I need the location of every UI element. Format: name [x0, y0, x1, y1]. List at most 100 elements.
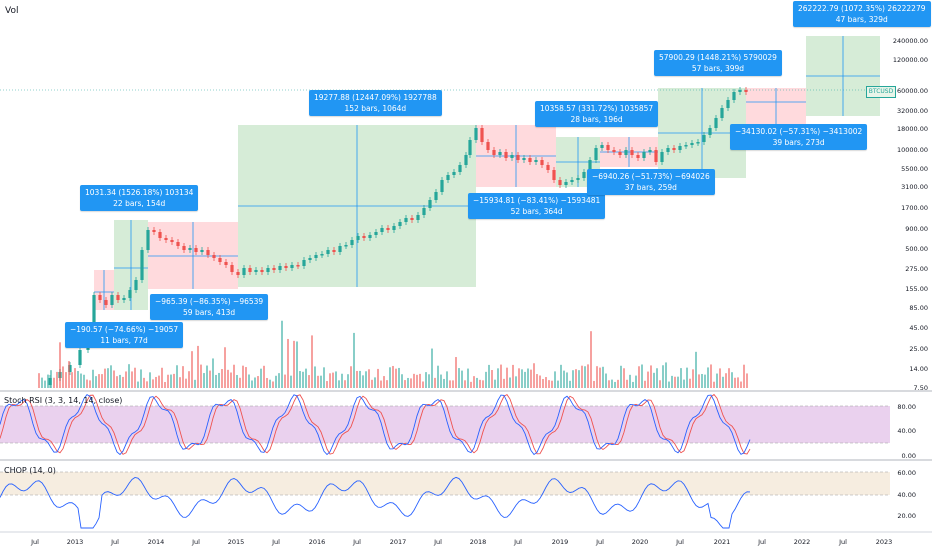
candle-body[interactable] — [594, 148, 598, 160]
candle-body[interactable] — [570, 180, 574, 182]
candle-body[interactable] — [362, 236, 366, 238]
candle-body[interactable] — [708, 128, 712, 135]
candle-body[interactable] — [558, 180, 562, 185]
candle-body[interactable] — [464, 155, 468, 165]
candle-body[interactable] — [104, 300, 108, 305]
candle-body[interactable] — [170, 240, 174, 242]
candle-body[interactable] — [116, 295, 120, 300]
time-axis[interactable]: Jul 2013 Jul 2014 Jul 2015 Jul 2016 Jul 2017 Jul 20… — [30, 538, 892, 546]
candle-body[interactable] — [410, 218, 414, 220]
candle-body[interactable] — [618, 152, 622, 155]
candle-body[interactable] — [404, 218, 408, 222]
candle-body[interactable] — [552, 170, 556, 180]
candle-body[interactable] — [332, 250, 336, 252]
candle-body[interactable] — [92, 295, 96, 330]
candle-body[interactable] — [648, 150, 652, 152]
volume-bars[interactable] — [38, 320, 748, 388]
price-axis[interactable]: 800000.00600000.00440000.00240000.001200… — [893, 1, 928, 392]
candle-body[interactable] — [540, 160, 544, 165]
measure-badge-6[interactable]: 10358.57 (331.72%) 1035857 28 bars, 196d — [535, 101, 659, 127]
price-series[interactable] — [48, 87, 748, 388]
candle-body[interactable] — [624, 150, 628, 155]
candle-body[interactable] — [356, 236, 360, 240]
candle-body[interactable] — [534, 160, 538, 162]
candle-body[interactable] — [480, 128, 484, 142]
candle-body[interactable] — [660, 152, 664, 162]
candle-body[interactable] — [386, 228, 390, 230]
candle-body[interactable] — [314, 255, 318, 258]
measure-badge-8[interactable]: 57900.29 (1448.21%) 5790029 57 bars, 399… — [654, 50, 782, 76]
candle-body[interactable] — [690, 143, 694, 145]
measure-badge-10[interactable]: 262222.79 (1072.35%) 26222279 47 bars, 3… — [793, 1, 931, 27]
candle-body[interactable] — [350, 240, 354, 245]
candle-body[interactable] — [308, 258, 312, 260]
candle-body[interactable] — [440, 180, 444, 192]
candle-body[interactable] — [636, 155, 640, 158]
candle-body[interactable] — [296, 265, 300, 267]
candle-body[interactable] — [492, 150, 496, 155]
candle-body[interactable] — [630, 150, 634, 155]
candle-body[interactable] — [218, 258, 222, 262]
candle-body[interactable] — [564, 182, 568, 185]
candle-body[interactable] — [188, 248, 192, 250]
measure-badge-3[interactable]: −965.39 (−86.35%) −96539 59 bars, 413d — [150, 294, 269, 320]
candle-body[interactable] — [146, 230, 150, 250]
candle-body[interactable] — [600, 145, 604, 148]
candle-body[interactable] — [744, 90, 748, 92]
candle-body[interactable] — [654, 150, 658, 162]
candle-body[interactable] — [302, 260, 306, 266]
measure-badge-9[interactable]: −34130.02 (−57.31%) −3413002 39 bars, 27… — [730, 124, 868, 150]
candle-body[interactable] — [182, 246, 186, 250]
candle-body[interactable] — [684, 145, 688, 147]
candle-body[interactable] — [152, 230, 156, 232]
candle-body[interactable] — [326, 250, 330, 254]
candle-body[interactable] — [726, 100, 730, 108]
candle-body[interactable] — [468, 140, 472, 155]
candle-body[interactable] — [278, 266, 282, 270]
candle-body[interactable] — [272, 268, 276, 270]
measure-badge-4[interactable]: 19277.88 (12447.09%) 1927788 152 bars, 1… — [309, 90, 442, 116]
candle-body[interactable] — [392, 226, 396, 230]
stoch-rsi-label[interactable]: Stoch RSI (3, 3, 14, 14, close) — [4, 396, 123, 405]
candle-body[interactable] — [528, 158, 532, 162]
candle-body[interactable] — [98, 295, 102, 300]
candle-body[interactable] — [612, 150, 616, 152]
candle-body[interactable] — [702, 135, 706, 142]
candle-body[interactable] — [446, 175, 450, 180]
candle-body[interactable] — [254, 270, 258, 272]
candle-body[interactable] — [678, 146, 682, 150]
candle-body[interactable] — [122, 298, 126, 300]
candle-body[interactable] — [642, 152, 646, 158]
candle-body[interactable] — [516, 155, 520, 160]
stoch-lines[interactable] — [0, 393, 751, 456]
candle-body[interactable] — [206, 250, 210, 255]
candle-body[interactable] — [398, 222, 402, 226]
candle-body[interactable] — [176, 242, 180, 246]
stoch-k-line[interactable] — [0, 394, 751, 456]
candle-body[interactable] — [738, 90, 742, 92]
candle-body[interactable] — [212, 255, 216, 258]
measure-badge-2[interactable]: −190.57 (−74.66%) −19057 11 bars, 77d — [65, 322, 184, 348]
candle-body[interactable] — [128, 290, 132, 298]
candle-body[interactable] — [248, 268, 252, 272]
candle-body[interactable] — [78, 350, 82, 365]
candle-body[interactable] — [428, 200, 432, 208]
chop-series[interactable] — [0, 476, 751, 529]
candle-body[interactable] — [416, 215, 420, 220]
candle-body[interactable] — [732, 92, 736, 100]
candle-body[interactable] — [320, 254, 324, 256]
candle-body[interactable] — [374, 232, 378, 235]
candle-body[interactable] — [230, 265, 234, 272]
chop-label[interactable]: CHOP (14, 0) — [4, 466, 56, 475]
candle-body[interactable] — [242, 268, 246, 275]
candle-body[interactable] — [504, 152, 508, 158]
candle-body[interactable] — [158, 232, 162, 238]
candle-body[interactable] — [434, 192, 438, 200]
candle-body[interactable] — [260, 270, 264, 272]
candle-body[interactable] — [546, 165, 550, 170]
candle-body[interactable] — [164, 238, 168, 240]
candle-body[interactable] — [522, 158, 526, 160]
candle-body[interactable] — [236, 272, 240, 275]
